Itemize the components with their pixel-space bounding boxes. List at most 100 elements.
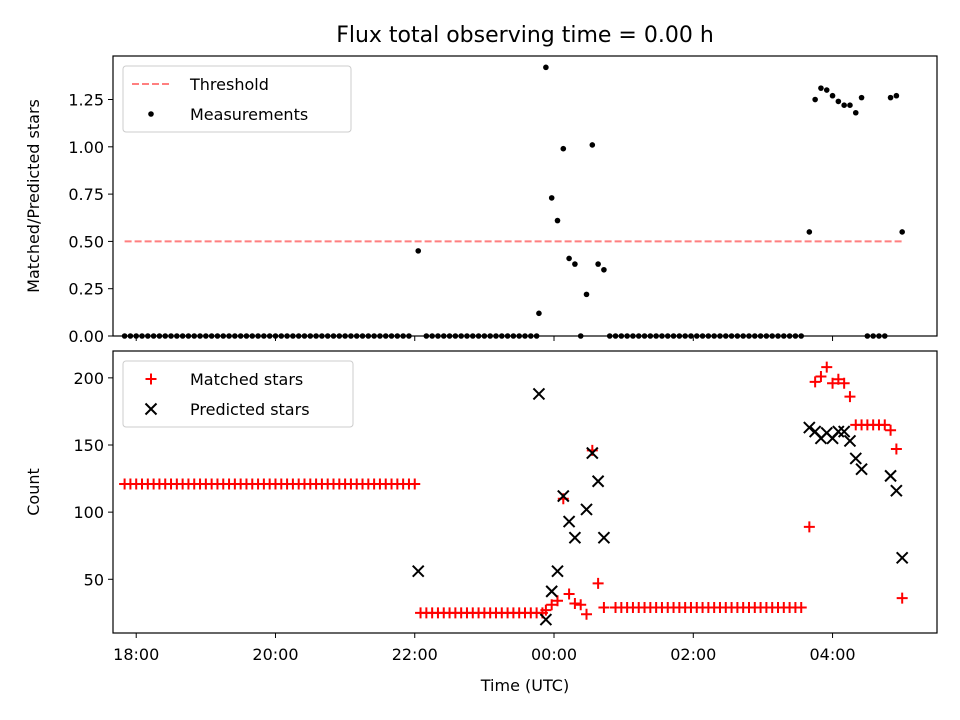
measurement-point [543, 64, 549, 71]
matched-star-point [563, 588, 575, 600]
y-tick-label: 50 [84, 570, 104, 589]
measurement-point [835, 98, 842, 105]
predicted-star-point [532, 387, 546, 401]
predicted-star-point [855, 462, 868, 476]
matched-star-point [844, 391, 856, 403]
legend-predicted-swatch [144, 402, 158, 416]
matched-star-point [832, 373, 844, 385]
predicted-star-point [803, 421, 816, 434]
legend-label: Predicted stars [190, 400, 310, 419]
measurement-point [858, 94, 865, 101]
legend-label: Matched stars [190, 370, 303, 389]
matched-star-point [575, 599, 587, 611]
y-tick-label: 1.25 [68, 91, 104, 110]
predicted-star-point [562, 515, 576, 528]
matched-star-point [821, 361, 833, 373]
matched-star-point [598, 601, 610, 613]
matched-star-point [581, 608, 593, 620]
y-tick-label: 150 [73, 436, 104, 455]
measurement-point [852, 109, 859, 116]
measurement-point [589, 142, 596, 148]
measurement-point [812, 96, 818, 103]
predicted-star-point [586, 446, 599, 460]
x-axis-label: Time (UTC) [480, 676, 569, 695]
matched-star-point [890, 443, 902, 455]
matched-star-point [540, 604, 552, 616]
plot-area [121, 64, 905, 339]
measurement-point [818, 85, 824, 91]
measurement-point [806, 229, 813, 235]
matched-star-point [838, 377, 850, 389]
predicted-star-point [412, 565, 425, 578]
plot-area [119, 361, 909, 626]
measurement-point [548, 195, 555, 201]
legend-label: Threshold [189, 75, 269, 94]
measurement-point [893, 92, 900, 99]
matched-star-point [592, 577, 604, 589]
predicted-star-point [580, 503, 593, 516]
y-tick-label: 1.00 [68, 138, 104, 157]
count-panel: 50 100 150 200 18:00 20:00 22:00 00:00 02:00 04:0… [24, 350, 938, 695]
legend-measurement-swatch [148, 111, 154, 117]
y-tick-label: 100 [73, 503, 104, 522]
y-tick-label: 0.75 [68, 185, 104, 204]
legend-box [122, 360, 354, 428]
measurement-point [847, 102, 853, 108]
matched-star-point [885, 424, 897, 436]
axes-frame [112, 350, 938, 634]
predicted-star-point [832, 425, 845, 438]
predicted-star-point [545, 585, 558, 598]
predicted-star-point [843, 434, 857, 448]
matched-star-point [827, 377, 839, 389]
measurement-point [595, 261, 601, 267]
x-tick-label: 00:00 [531, 645, 577, 664]
matched-star-point [569, 597, 581, 609]
measurement-point [829, 92, 836, 99]
y-axis-label: Count [24, 468, 43, 516]
measurement-point [415, 248, 422, 254]
axes-frame [112, 55, 938, 337]
x-tick-label: 22:00 [392, 645, 438, 664]
measurement-point [566, 255, 572, 262]
matched-star-point [809, 376, 821, 388]
measurement-point [560, 145, 567, 152]
predicted-star-point [597, 531, 611, 544]
predicted-star-point [551, 565, 564, 578]
predicted-star-point [539, 613, 553, 626]
ratio-panel: 0.00 0.25 0.50 0.75 1.00 1.25 Matched/Predicte… [24, 55, 938, 346]
predicted-star-point [849, 452, 862, 465]
predicted-star-point [837, 425, 851, 438]
matched-star-point [409, 478, 421, 490]
predicted-star-point [884, 469, 897, 483]
measurement-point [536, 310, 542, 317]
legend-box [122, 65, 352, 133]
matched-star-point [815, 371, 827, 383]
y-tick-label: 0.25 [68, 280, 104, 299]
matched-star-point [879, 419, 891, 431]
measurement-point [572, 261, 578, 267]
predicted-star-point [591, 475, 605, 488]
predicted-star-point [557, 489, 570, 503]
x-tick-label: 18:00 [113, 645, 159, 664]
matched-star-point [896, 592, 908, 604]
measurement-point [583, 291, 590, 298]
legend: Threshold Measurements [122, 65, 352, 133]
measurement-point [554, 217, 561, 224]
matched-star-point [803, 521, 815, 533]
x-tick-label: 20:00 [252, 645, 298, 664]
measurement-point [823, 87, 830, 93]
predicted-star-point [890, 484, 903, 497]
measurement-point [841, 102, 847, 108]
y-tick-label: 200 [73, 369, 104, 388]
x-tick-label: 04:00 [809, 645, 855, 664]
legend-label: Measurements [190, 105, 308, 124]
matched-star-point [551, 595, 563, 607]
y-tick-label: 0.00 [68, 327, 104, 346]
measurement-point [887, 94, 894, 101]
legend: Matched stars Predicted stars [122, 360, 354, 428]
matched-star-point [546, 599, 558, 611]
y-axis-label: Matched/Predicted stars [24, 99, 43, 293]
y-tick-label: 0.50 [68, 232, 104, 251]
matched-star-point [795, 601, 807, 613]
